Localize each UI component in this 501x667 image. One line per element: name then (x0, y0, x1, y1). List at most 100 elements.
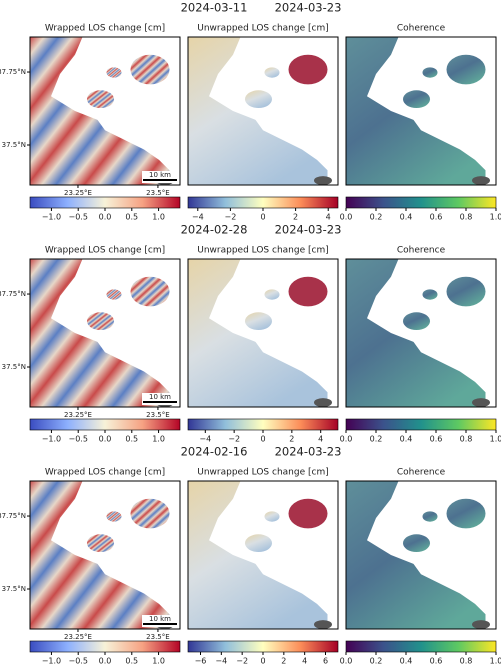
colorbar-tick-label: −4 (215, 657, 227, 666)
island (446, 54, 486, 85)
island (264, 511, 280, 522)
island (106, 511, 122, 522)
peninsula (245, 90, 272, 109)
landmass (188, 481, 328, 629)
colorbar-tick-label: 1.0 (490, 657, 501, 666)
island (130, 276, 170, 307)
colorbar (29, 196, 181, 209)
island (288, 54, 328, 85)
colorbar-tick-label: 0.8 (460, 213, 473, 222)
map-frame (345, 480, 497, 630)
map (30, 259, 174, 407)
colorbar-tick-label: 1.0 (152, 657, 165, 666)
map (346, 37, 490, 185)
lat-label: 37.75°N (0, 512, 26, 520)
colorbar-tick-label: 2 (281, 657, 286, 666)
colorbar-tick-label: 0.5 (125, 657, 138, 666)
colorbar-tick-label: 2 (293, 213, 298, 222)
colorbar-tick-label: 0.8 (460, 657, 473, 666)
row-date: 2024-03-23 (275, 223, 342, 237)
colorbar-tick-label: 0.2 (370, 435, 383, 444)
colorbar (187, 196, 339, 209)
colorbar-tick-label: 1.0 (490, 435, 501, 444)
colorbar-tick-label: 4 (318, 435, 323, 444)
peninsula (87, 90, 114, 109)
colorbar (345, 418, 497, 431)
colorbar-tick-label: 2 (289, 435, 294, 444)
colorbar-tick-label: 1.0 (152, 213, 165, 222)
map (188, 37, 332, 185)
row-date: 2024-03-23 (275, 445, 342, 459)
panel-title: Unwrapped LOS change [cm] (197, 246, 328, 256)
island (472, 176, 490, 185)
colorbar-tick-label: 1.0 (490, 213, 501, 222)
colorbar-tick-label: 0.5 (125, 213, 138, 222)
landmass (346, 37, 486, 185)
scale-label: 10 km (149, 615, 171, 623)
colorbar (187, 640, 339, 653)
colorbar-tick-label: 0.4 (400, 657, 413, 666)
colorbar-tick-label: 0.2 (370, 657, 383, 666)
colorbar-tick-label: 4 (302, 657, 307, 666)
map (30, 37, 174, 185)
colorbar-tick-label: 0 (260, 657, 265, 666)
lat-label: 37.75°N (0, 290, 26, 298)
island (314, 176, 332, 185)
colorbar-tick-label: −6 (195, 657, 207, 666)
colorbar (187, 418, 339, 431)
scale-label: 10 km (149, 171, 171, 179)
row-date: 2024-03-11 (181, 1, 248, 15)
lat-label: 37.75°N (0, 68, 26, 76)
colorbar-tick-label: 1.0 (152, 435, 165, 444)
colorbar-tick-label: −0.5 (68, 657, 87, 666)
peninsula (87, 534, 114, 553)
island (314, 620, 332, 629)
colorbar-tick-label: 0.6 (430, 213, 443, 222)
colorbar-tick-label: 0.4 (400, 213, 413, 222)
map (30, 481, 174, 629)
row-date: 2024-02-16 (181, 445, 248, 459)
lon-label: 23.25°E (64, 633, 92, 641)
colorbar-tick-label: 0 (260, 435, 265, 444)
colorbar (345, 640, 497, 653)
panel-title: Unwrapped LOS change [cm] (197, 468, 328, 478)
colorbar-tick-label: 0.0 (99, 435, 112, 444)
map-frame (345, 258, 497, 408)
lat-label: 37.5°N (2, 141, 26, 149)
colorbar-tick-label: 0 (260, 213, 265, 222)
peninsula (403, 534, 430, 553)
map-frame (187, 36, 339, 186)
panel-title: Coherence (397, 24, 446, 34)
panel-title: Wrapped LOS change [cm] (45, 246, 165, 256)
island (130, 54, 170, 85)
colorbar-tick-label: 0.6 (430, 657, 443, 666)
colorbar-tick-label: 0.0 (340, 213, 353, 222)
island (422, 289, 438, 300)
island (446, 276, 486, 307)
lat-label: 37.5°N (2, 585, 26, 593)
island (288, 498, 328, 529)
panel-title: Coherence (397, 246, 446, 256)
map-frame (187, 480, 339, 630)
colorbar-tick-label: −2 (236, 657, 248, 666)
colorbar-tick-label: −0.5 (68, 435, 87, 444)
landmass (346, 481, 486, 629)
panel-title: Unwrapped LOS change [cm] (197, 24, 328, 34)
colorbar-tick-label: −4 (192, 213, 204, 222)
panel-title: Wrapped LOS change [cm] (45, 24, 165, 34)
colorbar (29, 640, 181, 653)
colorbar-tick-label: 0.0 (99, 657, 112, 666)
peninsula (245, 534, 272, 553)
landmass (30, 481, 170, 629)
island (264, 67, 280, 78)
map (346, 481, 490, 629)
island (264, 289, 280, 300)
island (106, 289, 122, 300)
colorbar-tick-label: 0.0 (340, 657, 353, 666)
row-date: 2024-02-28 (181, 223, 248, 237)
peninsula (403, 312, 430, 331)
landmass (188, 37, 328, 185)
lon-label: 23.25°E (64, 189, 92, 197)
map (346, 259, 490, 407)
